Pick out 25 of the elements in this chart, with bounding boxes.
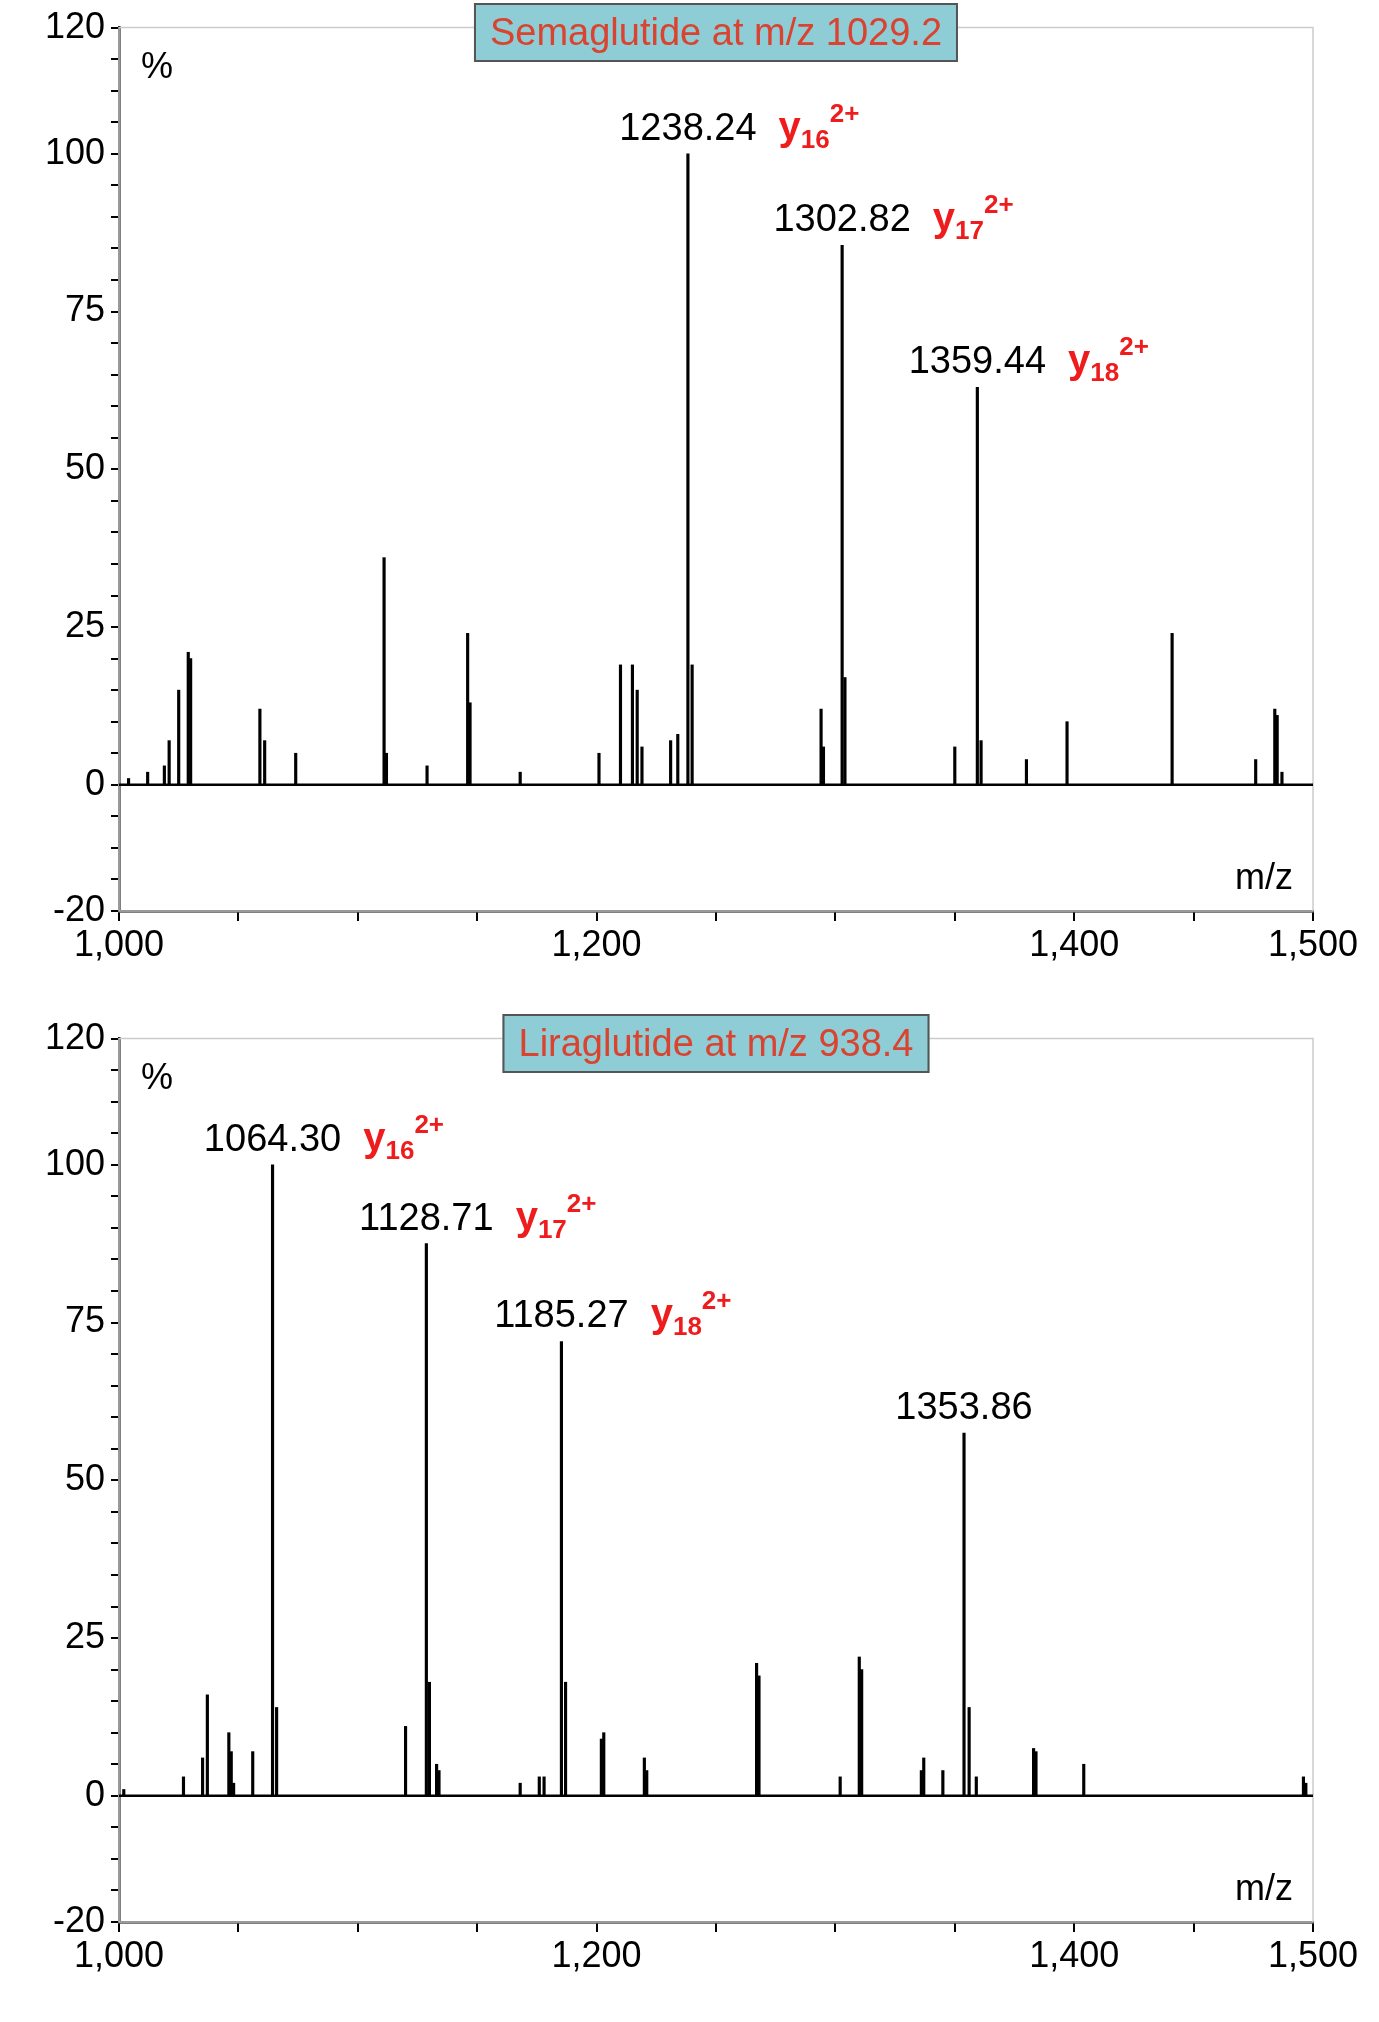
y-tick-label: 120 — [44, 4, 105, 46]
chart-title: Semaglutide at m/z 1029.2 — [473, 3, 959, 62]
y-tick-label: 0 — [84, 1772, 105, 1814]
x-tick-label: 1,200 — [551, 1933, 642, 1975]
y-tick-label: 100 — [44, 130, 105, 172]
y-tick-label: 120 — [44, 1015, 105, 1057]
y-axis-title: % — [141, 1055, 174, 1097]
x-tick-label: 1,500 — [1267, 1933, 1359, 1975]
y-tick-label: 0 — [84, 761, 105, 803]
y-tick-label: 25 — [64, 603, 105, 645]
x-tick-label: 1,200 — [551, 922, 642, 964]
x-tick-label: 1,500 — [1267, 922, 1359, 964]
y-tick-label: 50 — [64, 446, 105, 488]
y-tick-label: 75 — [64, 1299, 105, 1341]
annotation: 1353.86 — [895, 1384, 1033, 1427]
x-axis-title: m/z — [1235, 856, 1294, 897]
x-axis-title: m/z — [1235, 1867, 1294, 1908]
chart-title: Liraglutide at m/z 938.4 — [502, 1014, 930, 1073]
y-tick-label: 100 — [44, 1141, 105, 1183]
x-tick-label: 1,400 — [1029, 922, 1120, 964]
y-axis-title: % — [141, 44, 174, 86]
y-tick-label: 25 — [64, 1614, 105, 1656]
x-tick-label: 1,400 — [1029, 1933, 1120, 1975]
y-tick-label: 75 — [64, 288, 105, 330]
y-tick-label: 50 — [64, 1457, 105, 1499]
